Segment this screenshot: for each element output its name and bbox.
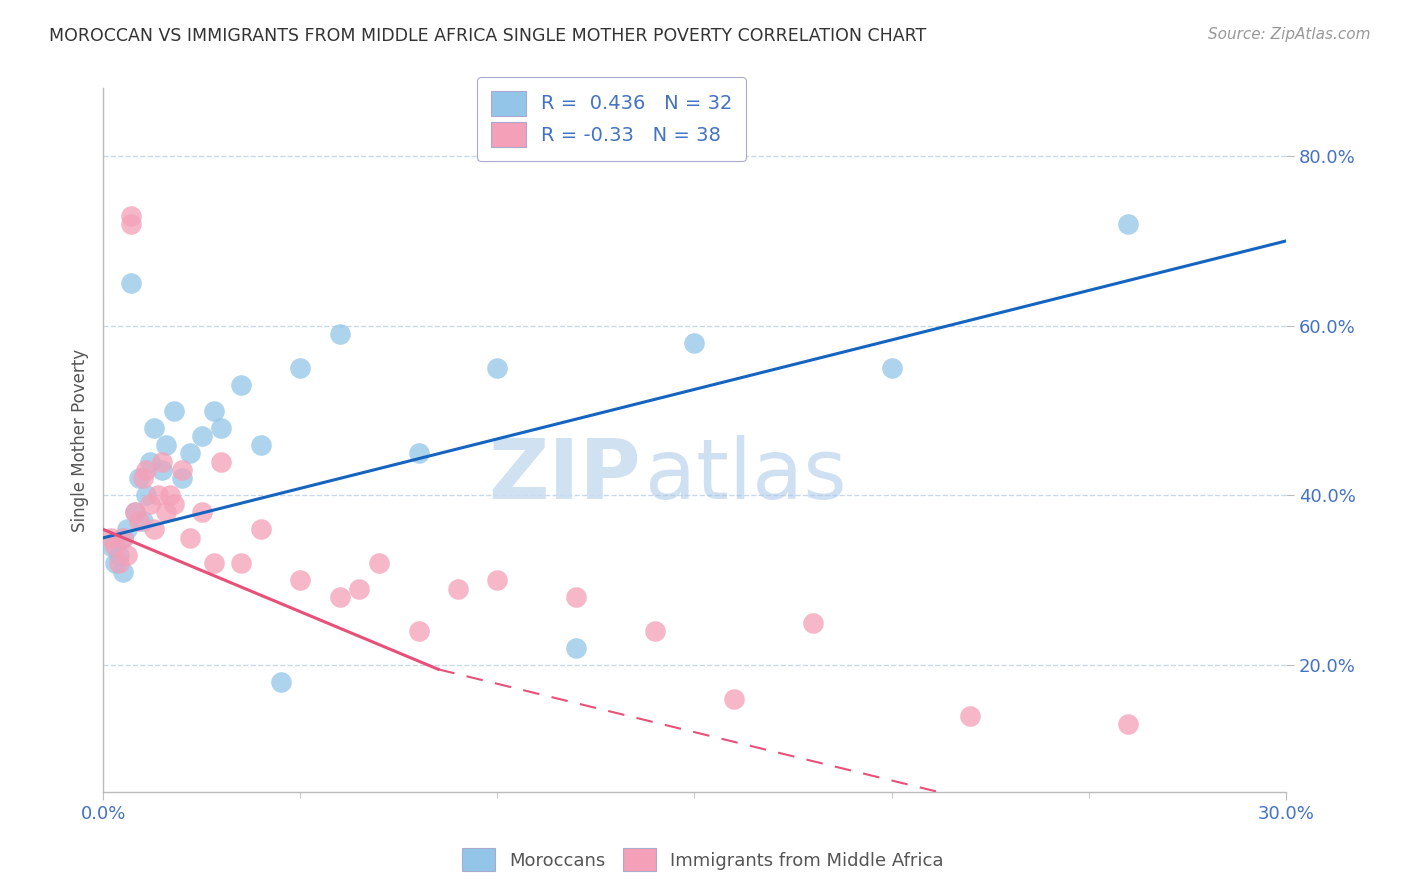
Point: [1116, 217, 1139, 231]
Point: [179, 446, 201, 460]
Point: [143, 420, 166, 434]
Point: [190, 505, 212, 519]
Point: [209, 454, 232, 468]
Point: [880, 361, 903, 376]
Point: [120, 209, 142, 223]
Point: [163, 497, 186, 511]
Point: [128, 514, 150, 528]
Point: [486, 361, 509, 376]
Point: [486, 574, 509, 588]
Point: [190, 429, 212, 443]
Point: [202, 403, 225, 417]
Point: [104, 539, 127, 553]
Point: [447, 582, 470, 596]
Point: [329, 327, 352, 342]
Point: [131, 471, 153, 485]
Point: [143, 522, 166, 536]
Point: [100, 539, 122, 553]
Point: [139, 497, 162, 511]
Point: [170, 471, 193, 485]
Point: [148, 488, 170, 502]
Point: [111, 531, 134, 545]
Point: [250, 437, 273, 451]
Point: [329, 591, 352, 605]
Point: [150, 454, 173, 468]
Point: [135, 488, 157, 502]
Legend: Moroccans, Immigrants from Middle Africa: Moroccans, Immigrants from Middle Africa: [456, 841, 950, 879]
Point: [229, 556, 252, 570]
Point: [111, 531, 134, 545]
Point: [179, 531, 201, 545]
Point: [115, 522, 138, 536]
Point: [644, 624, 666, 639]
Point: [108, 548, 131, 562]
Point: [290, 361, 312, 376]
Point: [120, 217, 142, 231]
Point: [408, 446, 430, 460]
Point: [270, 675, 292, 690]
Point: [100, 531, 122, 545]
Point: [155, 505, 177, 519]
Text: Source: ZipAtlas.com: Source: ZipAtlas.com: [1208, 27, 1371, 42]
Point: [1116, 717, 1139, 731]
Point: [349, 582, 371, 596]
Point: [155, 437, 177, 451]
Legend: R =  0.436   N = 32, R = -0.33   N = 38: R = 0.436 N = 32, R = -0.33 N = 38: [477, 77, 747, 161]
Text: atlas: atlas: [645, 435, 846, 516]
Point: [801, 615, 824, 630]
Point: [959, 709, 981, 723]
Point: [104, 556, 127, 570]
Point: [723, 692, 745, 706]
Point: [368, 556, 391, 570]
Point: [565, 641, 588, 656]
Point: [128, 471, 150, 485]
Point: [120, 277, 142, 291]
Point: [139, 454, 162, 468]
Point: [229, 378, 252, 392]
Point: [683, 335, 706, 350]
Point: [170, 463, 193, 477]
Y-axis label: Single Mother Poverty: Single Mother Poverty: [72, 349, 89, 532]
Point: [150, 463, 173, 477]
Point: [250, 522, 273, 536]
Point: [408, 624, 430, 639]
Point: [115, 548, 138, 562]
Text: ZIP: ZIP: [489, 435, 641, 516]
Point: [565, 591, 588, 605]
Text: MOROCCAN VS IMMIGRANTS FROM MIDDLE AFRICA SINGLE MOTHER POVERTY CORRELATION CHAR: MOROCCAN VS IMMIGRANTS FROM MIDDLE AFRIC…: [49, 27, 927, 45]
Point: [290, 574, 312, 588]
Point: [135, 463, 157, 477]
Point: [111, 565, 134, 579]
Point: [108, 556, 131, 570]
Point: [124, 505, 146, 519]
Point: [159, 488, 181, 502]
Point: [202, 556, 225, 570]
Point: [209, 420, 232, 434]
Point: [163, 403, 186, 417]
Point: [131, 514, 153, 528]
Point: [124, 505, 146, 519]
